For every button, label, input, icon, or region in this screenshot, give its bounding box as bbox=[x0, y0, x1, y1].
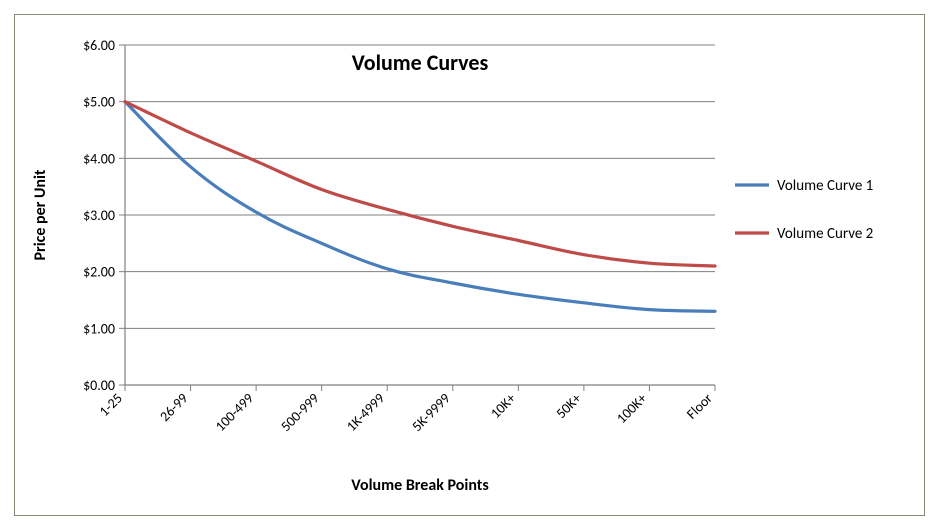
y-tick-label: $2.00 bbox=[83, 264, 115, 281]
legend-label-0: Volume Curve 1 bbox=[777, 177, 873, 195]
y-tick-label: $4.00 bbox=[83, 150, 115, 167]
x-tick-label: 100K+ bbox=[613, 390, 650, 427]
chart-title: Volume Curves bbox=[352, 49, 489, 76]
y-tick-label: $1.00 bbox=[83, 320, 115, 337]
y-tick-label: $0.00 bbox=[83, 377, 115, 394]
x-tick-label: 5K-9999 bbox=[408, 390, 453, 435]
series-line-0 bbox=[125, 102, 715, 312]
x-tick-label: 500-999 bbox=[277, 390, 322, 435]
y-axis-title: Price per Unit bbox=[31, 169, 50, 260]
x-tick-label: 1-25 bbox=[96, 390, 126, 420]
x-tick-label: Floor bbox=[683, 390, 716, 423]
outer-frame: $0.00 $1.00 $2.00 $3.00 $4.00 $5.00 $6.00 1-25 2… bbox=[0, 0, 939, 530]
volume-curves-chart: $0.00 $1.00 $2.00 $3.00 $4.00 $5.00 $6.00 1-25 2… bbox=[15, 15, 924, 515]
legend-label-1: Volume Curve 2 bbox=[777, 225, 873, 243]
x-tick-label: 50K+ bbox=[553, 390, 585, 422]
y-tick-label: $6.00 bbox=[83, 37, 115, 54]
y-tick-label: $5.00 bbox=[83, 94, 115, 111]
x-tick-label: 10K+ bbox=[487, 390, 519, 422]
x-tick-label: 1K-4999 bbox=[343, 390, 388, 435]
chart-panel: $0.00 $1.00 $2.00 $3.00 $4.00 $5.00 $6.00 1-25 2… bbox=[14, 14, 925, 516]
x-axis-title: Volume Break Points bbox=[351, 476, 488, 495]
y-tick-label: $3.00 bbox=[83, 207, 115, 224]
x-tick-label: 100-499 bbox=[212, 390, 257, 435]
x-tick-label: 26-99 bbox=[156, 390, 191, 425]
